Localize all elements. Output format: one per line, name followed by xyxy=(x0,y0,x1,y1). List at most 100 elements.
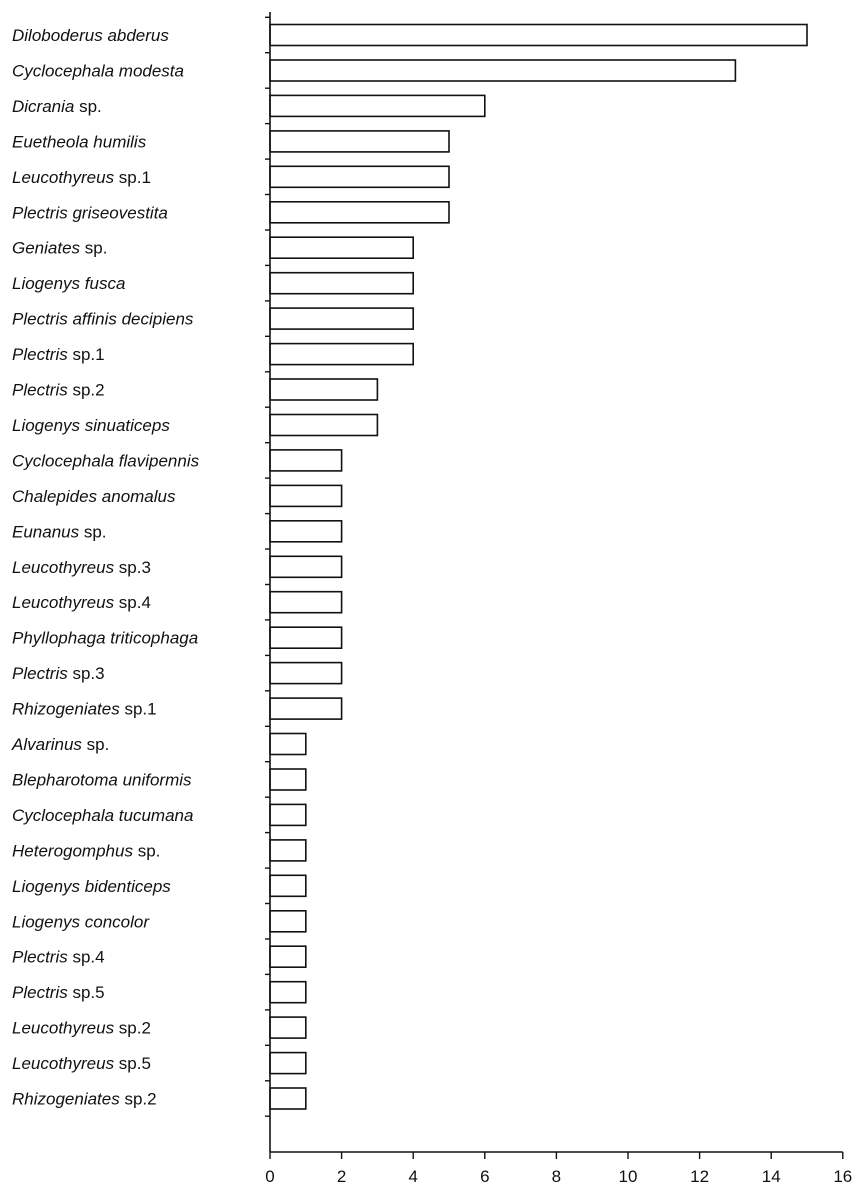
category-label-name: Heterogomphus xyxy=(12,841,133,860)
category-label-name: Rhizogeniates xyxy=(12,1090,120,1109)
category-label: Plectris affinis decipiens xyxy=(12,310,194,329)
category-label: Leucothyreus sp.2 xyxy=(12,1019,151,1038)
category-label-name: Plectris xyxy=(12,664,68,683)
category-label-name: Leucothyreus xyxy=(12,593,115,612)
category-label: Plectris sp.3 xyxy=(12,664,105,683)
category-label: Plectris sp.1 xyxy=(12,345,105,364)
bar xyxy=(269,484,343,508)
category-label: Heterogomphus sp. xyxy=(12,841,160,860)
category-label-name: Plectris xyxy=(12,948,68,967)
bar xyxy=(269,165,450,189)
bar xyxy=(269,1016,307,1039)
category-label-suffix: sp.3 xyxy=(114,558,151,577)
bar xyxy=(269,909,307,933)
category-label-suffix: sp.2 xyxy=(114,1019,151,1038)
x-tick-label: 16 xyxy=(833,1167,852,1186)
bar xyxy=(269,945,307,969)
x-axis-tick-labels: 0 2 4 6 8 10 12 14 16 xyxy=(265,1167,852,1186)
category-label-name: Liogenys fusca xyxy=(12,274,125,293)
bar xyxy=(269,661,343,685)
bar xyxy=(269,307,414,330)
category-label-name: Plectris griseovestita xyxy=(12,203,168,222)
category-label-name: Phyllophaga triticophaga xyxy=(12,629,198,648)
category-label-suffix: sp.1 xyxy=(120,700,157,719)
bar xyxy=(269,980,307,1004)
category-label-suffix: sp.2 xyxy=(68,381,105,400)
category-label-suffix: sp.1 xyxy=(68,345,105,364)
category-label-name: Liogenys concolor xyxy=(12,912,150,931)
bar xyxy=(269,271,414,295)
bar xyxy=(269,1087,307,1110)
category-label-suffix: sp. xyxy=(82,735,109,754)
bar xyxy=(269,378,379,401)
y-axis-ticks xyxy=(265,16,270,1117)
bar xyxy=(269,768,307,791)
category-label: Liogenys fusca xyxy=(12,274,125,293)
category-label-name: Dicrania xyxy=(12,97,74,116)
category-label-name: Liogenys bidenticeps xyxy=(12,877,171,896)
category-label-suffix: sp. xyxy=(74,97,101,116)
x-tick-label: 12 xyxy=(690,1167,709,1186)
category-label-name: Plectris xyxy=(12,381,68,400)
category-label-name: Diloboderus abderus xyxy=(12,26,169,45)
category-label: Leucothyreus sp.5 xyxy=(12,1054,151,1073)
x-tick-label: 0 xyxy=(265,1167,274,1186)
bar xyxy=(269,839,307,862)
category-label-name: Plectris affinis decipiens xyxy=(12,310,194,329)
x-axis-ticks xyxy=(269,1152,844,1159)
bar xyxy=(269,413,379,437)
category-label: Rhizogeniates sp.1 xyxy=(12,700,157,719)
bar xyxy=(269,590,343,614)
category-label-name: Rhizogeniates xyxy=(12,700,120,719)
category-label: Leucothyreus sp.3 xyxy=(12,558,151,577)
category-label: Alvarinus sp. xyxy=(11,735,109,754)
category-label: Dicrania sp. xyxy=(12,97,102,116)
category-label-suffix: sp.5 xyxy=(68,983,105,1002)
category-label: Liogenys concolor xyxy=(12,912,150,931)
category-label: Blepharotoma uniformis xyxy=(12,771,192,790)
category-label: Plectris sp.2 xyxy=(12,381,105,400)
category-label-name: Leucothyreus xyxy=(12,168,115,187)
category-label: Chalepides anomalus xyxy=(12,487,176,506)
bar xyxy=(269,803,307,827)
category-label: Liogenys bidenticeps xyxy=(12,877,171,896)
category-label-name: Cyclocephala modesta xyxy=(12,62,184,81)
category-label-name: Leucothyreus xyxy=(12,1054,115,1073)
bar xyxy=(269,236,414,259)
bars-layer xyxy=(269,23,808,1110)
category-label-suffix: sp.3 xyxy=(68,664,105,683)
x-tick-label: 10 xyxy=(619,1167,638,1186)
bar xyxy=(269,697,343,720)
x-tick-label: 14 xyxy=(762,1167,781,1186)
x-tick-label: 6 xyxy=(480,1167,489,1186)
category-label-name: Leucothyreus xyxy=(12,558,115,577)
category-label-suffix: sp. xyxy=(79,522,106,541)
bar xyxy=(269,23,808,47)
x-tick-label: 2 xyxy=(337,1167,346,1186)
category-label-name: Chalepides anomalus xyxy=(12,487,176,506)
bar xyxy=(269,59,737,82)
category-label-suffix: sp.4 xyxy=(114,593,151,612)
category-label: Liogenys sinuaticeps xyxy=(12,416,170,435)
x-tick-label: 8 xyxy=(552,1167,561,1186)
bar xyxy=(269,1051,307,1075)
bar xyxy=(269,732,307,756)
category-label: Cyclocephala tucumana xyxy=(12,806,193,825)
bar xyxy=(269,342,414,366)
category-label: Diloboderus abderus xyxy=(12,26,169,45)
category-label: Eunanus sp. xyxy=(12,522,107,541)
category-label-name: Liogenys sinuaticeps xyxy=(12,416,170,435)
bar xyxy=(269,555,343,579)
category-label: Leucothyreus sp.1 xyxy=(12,168,151,187)
category-label-name: Cyclocephala tucumana xyxy=(12,806,193,825)
category-label-name: Cyclocephala flavipennis xyxy=(12,451,200,470)
category-label-suffix: sp.2 xyxy=(120,1090,157,1109)
category-label: Euetheola humilis xyxy=(12,132,147,151)
bar xyxy=(269,449,343,472)
category-label: Cyclocephala flavipennis xyxy=(12,451,200,470)
category-label-name: Alvarinus xyxy=(11,735,82,754)
category-label: Geniates sp. xyxy=(12,239,107,258)
category-label-suffix: sp. xyxy=(133,841,160,860)
category-labels: Diloboderus abderus Cyclocephala modesta D… xyxy=(11,26,200,1109)
